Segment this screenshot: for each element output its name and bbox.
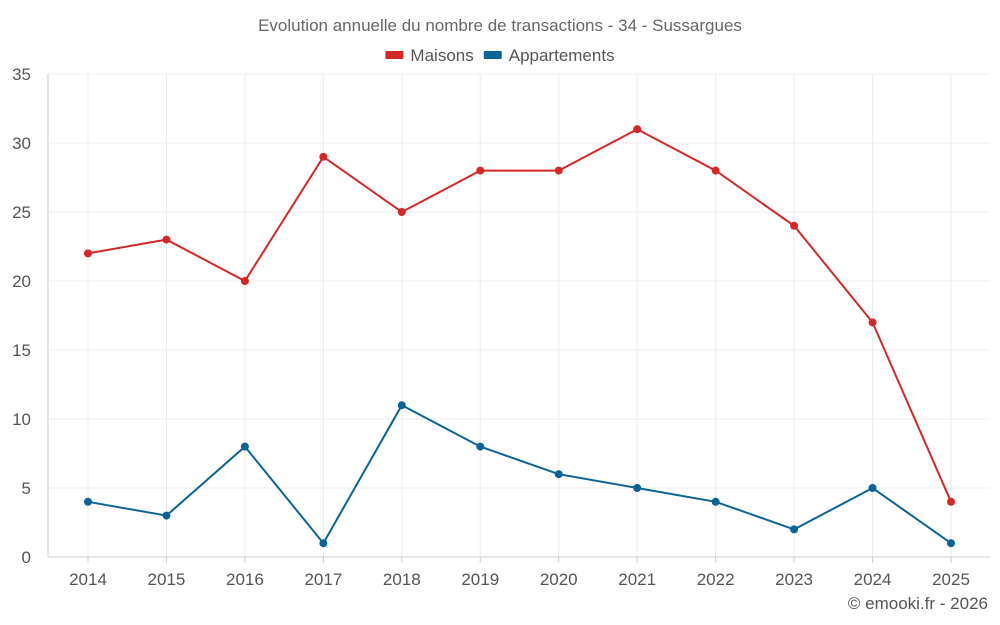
data-point-appartements[interactable] <box>84 497 92 506</box>
y-tick-label: 5 <box>22 479 31 498</box>
y-tick-label: 0 <box>22 548 31 567</box>
data-point-maisons[interactable] <box>397 208 406 216</box>
data-point-appartements[interactable] <box>319 539 328 548</box>
legend-label: Appartements <box>509 46 615 65</box>
series-layer <box>84 125 955 548</box>
y-tick-label: 25 <box>12 203 31 222</box>
data-point-appartements[interactable] <box>397 401 406 410</box>
legend-item-maisons[interactable]: Maisons <box>385 46 474 65</box>
x-tick-label: 2014 <box>69 570 107 589</box>
x-tick-label: 2018 <box>383 570 421 589</box>
x-tick-label: 2020 <box>540 570 578 589</box>
x-tick-label: 2017 <box>304 570 342 589</box>
data-point-maisons[interactable] <box>947 497 955 506</box>
x-tick-label: 2021 <box>618 570 656 589</box>
credit-text: © emooki.fr - 2026 <box>848 594 988 613</box>
y-tick-label: 30 <box>12 134 31 153</box>
x-tick-label: 2023 <box>775 570 813 589</box>
series-appartements <box>84 401 955 548</box>
x-tick-label: 2025 <box>932 570 970 589</box>
data-point-maisons[interactable] <box>84 249 92 258</box>
x-tick-label: 2016 <box>226 570 264 589</box>
y-tick-label: 10 <box>12 410 31 429</box>
data-point-appartements[interactable] <box>554 470 563 479</box>
y-tick-label: 15 <box>12 341 31 360</box>
y-tick-label: 35 <box>12 65 31 84</box>
data-point-maisons[interactable] <box>868 318 877 327</box>
data-point-maisons[interactable] <box>319 152 328 161</box>
grid <box>48 73 990 557</box>
x-tick-label: 2019 <box>461 570 499 589</box>
data-point-appartements[interactable] <box>476 442 485 451</box>
data-point-appartements[interactable] <box>633 484 642 492</box>
data-point-maisons[interactable] <box>711 166 720 175</box>
legend-item-appartements[interactable]: Appartements <box>483 46 615 65</box>
legend-label: Maisons <box>410 46 473 65</box>
series-maisons <box>84 125 955 506</box>
data-point-appartements[interactable] <box>162 511 171 520</box>
legend-swatch <box>483 51 502 59</box>
data-point-maisons[interactable] <box>633 125 642 134</box>
data-point-maisons[interactable] <box>240 277 249 285</box>
data-point-appartements[interactable] <box>868 484 877 492</box>
data-point-maisons[interactable] <box>162 235 171 244</box>
legend-swatch <box>385 51 404 59</box>
series-line-appartements <box>87 403 952 545</box>
legend: Maisons Appartements <box>385 46 615 65</box>
x-tick-label: 2024 <box>854 570 892 589</box>
series-line-maisons <box>87 128 952 503</box>
data-point-appartements[interactable] <box>947 539 955 548</box>
data-point-appartements[interactable] <box>790 525 799 534</box>
chart-title: Evolution annuelle du nombre de transact… <box>258 16 742 35</box>
data-point-maisons[interactable] <box>476 166 485 175</box>
data-point-maisons[interactable] <box>554 166 563 175</box>
x-tick-label: 2015 <box>148 570 186 589</box>
x-tick-label: 2022 <box>697 570 735 589</box>
data-point-appartements[interactable] <box>240 442 249 451</box>
data-point-maisons[interactable] <box>790 221 799 230</box>
data-point-appartements[interactable] <box>711 497 720 506</box>
y-tick-label: 20 <box>12 272 31 291</box>
